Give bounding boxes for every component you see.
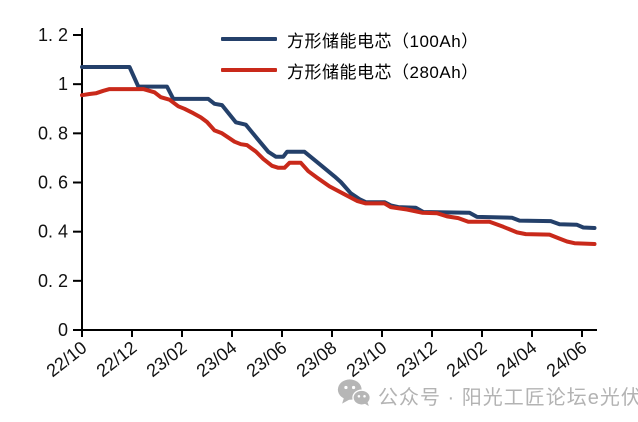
x-tick-label: 23/08 (293, 337, 341, 380)
legend-item-280ah: 方形储能电芯（280Ah） (221, 59, 479, 82)
y-tick-label: 0 (58, 320, 68, 340)
series-line-280ah (80, 87, 597, 246)
legend-label-280ah: 方形储能电芯（280Ah） (287, 62, 479, 82)
series-line-100ah (80, 65, 597, 230)
x-tick-label: 22/10 (43, 337, 91, 380)
legend-item-100ah: 方形储能电芯（100Ah） (221, 28, 479, 51)
watermark: 公众号 · 阳光工匠论坛e光伏 (337, 379, 638, 412)
x-tick-label: 22/12 (93, 337, 141, 380)
legend-line-icon (221, 68, 277, 72)
legend-label-100ah: 方形储能电芯（100Ah） (287, 31, 479, 51)
legend: 方形储能电芯（100Ah） 方形储能电芯（280Ah） (221, 28, 479, 82)
x-tick-label: 23/06 (243, 337, 291, 380)
wechat-icon (337, 379, 371, 412)
y-tick-label: 1 (58, 74, 68, 94)
y-tick-label: 0. 6 (38, 173, 68, 193)
y-tick-label: 0. 4 (38, 222, 68, 242)
x-tick-label: 23/04 (193, 337, 241, 380)
legend-line-icon (221, 37, 277, 41)
x-tick-label: 23/12 (393, 337, 441, 380)
x-tick-label: 24/04 (493, 337, 541, 380)
watermark-text: 公众号 · 阳光工匠论坛e光伏 (378, 387, 638, 409)
x-tick-label: 24/06 (543, 337, 591, 380)
x-tick-label: 23/02 (143, 337, 191, 380)
y-tick-label: 0. 8 (38, 123, 68, 143)
y-tick-label: 0. 2 (38, 271, 68, 291)
x-tick-label: 23/10 (343, 337, 391, 380)
y-tick-label: 1. 2 (38, 25, 68, 45)
x-tick-label: 24/02 (443, 337, 491, 380)
